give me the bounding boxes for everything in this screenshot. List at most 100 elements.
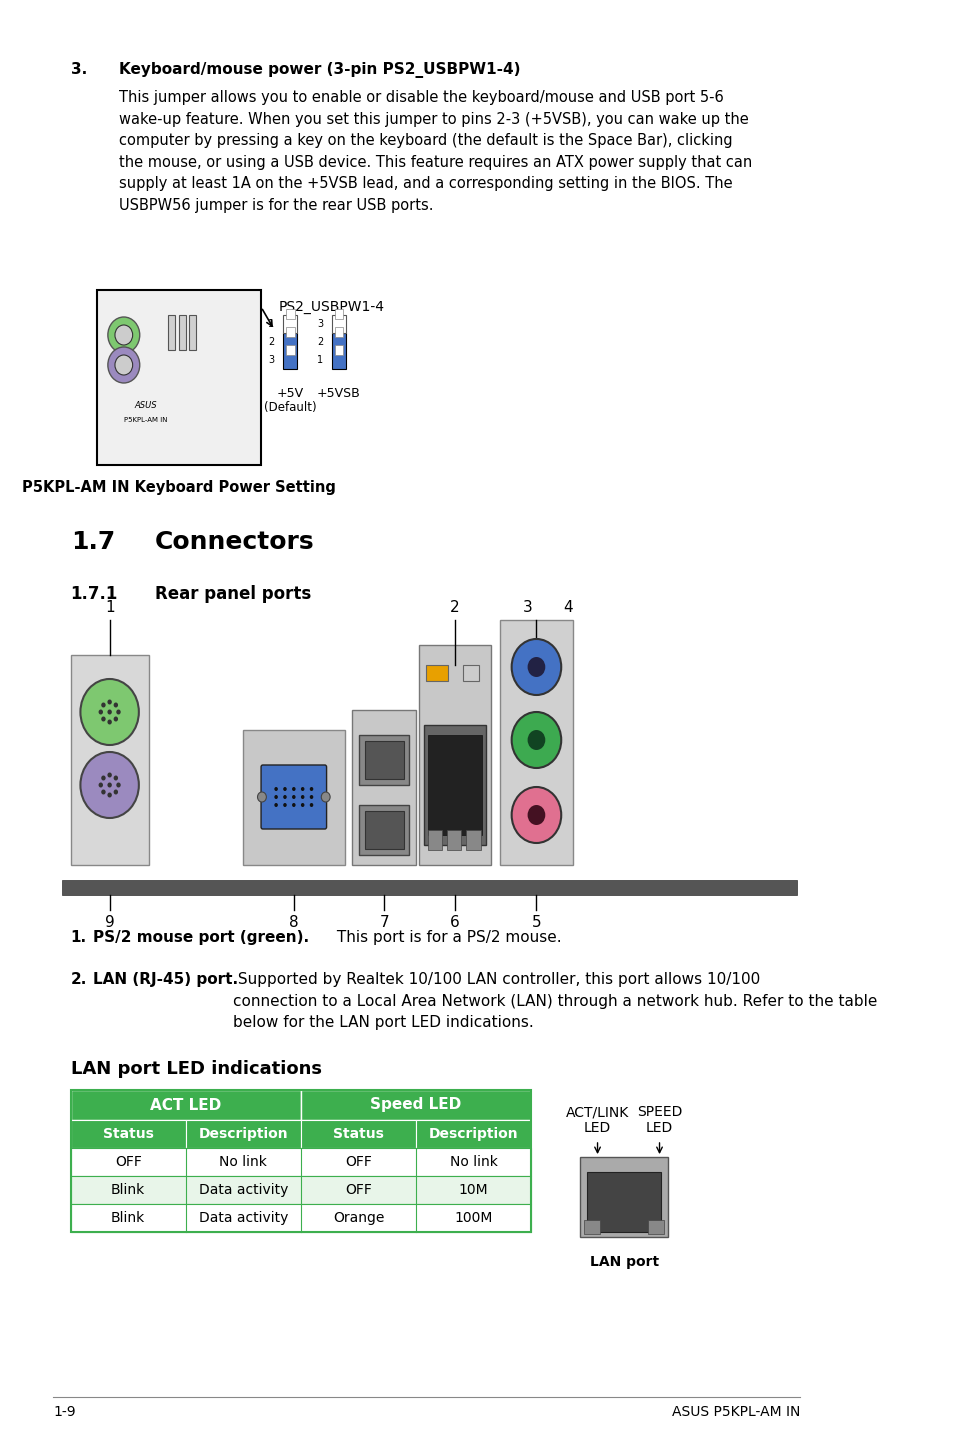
Bar <box>243 730 345 865</box>
Text: OFF: OFF <box>345 1156 372 1169</box>
Text: LAN (RJ-45) port.: LAN (RJ-45) port. <box>92 972 237 987</box>
Bar <box>586 1171 660 1232</box>
Text: 5: 5 <box>531 915 540 929</box>
Bar <box>71 654 149 865</box>
Text: LED: LED <box>645 1121 673 1136</box>
Text: PS2_USBPW1-4: PS2_USBPW1-4 <box>278 299 384 314</box>
Text: ASUS P5KPL-AM IN: ASUS P5KPL-AM IN <box>671 1405 800 1419</box>
Text: 1-9: 1-9 <box>53 1405 75 1419</box>
Text: OFF: OFF <box>345 1183 372 1197</box>
Text: 3: 3 <box>522 600 532 614</box>
Circle shape <box>108 782 112 788</box>
Circle shape <box>108 699 112 705</box>
Bar <box>332 315 346 334</box>
Text: (Default): (Default) <box>264 401 316 414</box>
Bar <box>71 1120 186 1148</box>
Text: PS/2 mouse port (green).: PS/2 mouse port (green). <box>92 929 309 945</box>
Text: Data activity: Data activity <box>198 1211 288 1224</box>
Text: This port is for a PS/2 mouse.: This port is for a PS/2 mouse. <box>332 929 561 945</box>
Circle shape <box>310 788 313 790</box>
Text: LAN port: LAN port <box>589 1254 658 1269</box>
Circle shape <box>113 789 118 795</box>
Circle shape <box>274 803 277 808</box>
Bar <box>286 326 294 337</box>
Text: 1: 1 <box>268 319 274 329</box>
Circle shape <box>101 789 106 795</box>
Text: OFF: OFF <box>114 1156 142 1169</box>
Text: P5KPL-AM IN Keyboard Power Setting: P5KPL-AM IN Keyboard Power Setting <box>22 480 335 495</box>
Text: 9: 9 <box>105 915 114 929</box>
Bar <box>499 620 572 865</box>
Text: ACT/LINK: ACT/LINK <box>565 1106 629 1118</box>
Bar <box>352 710 416 865</box>
Circle shape <box>274 795 277 799</box>
Circle shape <box>113 716 118 722</box>
Circle shape <box>283 795 287 799</box>
Circle shape <box>274 788 277 790</box>
Bar <box>427 735 482 835</box>
Circle shape <box>300 795 304 799</box>
Text: 1.: 1. <box>71 929 87 945</box>
Circle shape <box>321 792 330 802</box>
Text: Rear panel ports: Rear panel ports <box>154 586 311 603</box>
Circle shape <box>527 657 545 677</box>
Circle shape <box>108 347 139 382</box>
Circle shape <box>116 782 121 788</box>
Circle shape <box>527 805 545 825</box>
Bar <box>178 315 186 349</box>
Circle shape <box>108 709 112 715</box>
Bar <box>62 881 796 895</box>
Text: Speed LED: Speed LED <box>370 1097 461 1113</box>
Circle shape <box>116 709 121 715</box>
Text: 3: 3 <box>316 319 323 329</box>
Text: This jumper allows you to enable or disable the keyboard/mouse and USB port 5-6
: This jumper allows you to enable or disa… <box>119 90 752 213</box>
Text: Supported by Realtek 10/100 LAN controller, this port allows 10/100
connection t: Supported by Realtek 10/100 LAN controll… <box>233 972 876 1030</box>
Circle shape <box>300 788 304 790</box>
Bar <box>283 315 297 334</box>
Circle shape <box>80 679 139 745</box>
Text: 1: 1 <box>105 600 114 614</box>
Bar <box>97 291 261 465</box>
Bar <box>300 1090 531 1120</box>
Text: 1: 1 <box>316 355 323 365</box>
Bar <box>359 805 409 855</box>
Circle shape <box>98 709 103 715</box>
Text: Data activity: Data activity <box>198 1183 288 1197</box>
Bar <box>71 1090 531 1232</box>
Text: 2: 2 <box>450 600 459 614</box>
Bar <box>71 1090 300 1120</box>
Text: Status: Status <box>333 1127 383 1141</box>
Text: No link: No link <box>219 1156 267 1169</box>
Circle shape <box>310 803 313 808</box>
Bar <box>168 315 175 349</box>
Text: ASUS: ASUS <box>134 401 157 410</box>
Circle shape <box>257 792 266 802</box>
Text: 6: 6 <box>450 915 459 929</box>
Bar <box>425 664 447 682</box>
Circle shape <box>511 788 560 843</box>
Bar <box>462 664 478 682</box>
Text: 2.: 2. <box>71 972 87 987</box>
Circle shape <box>527 730 545 750</box>
Text: 10M: 10M <box>458 1183 488 1197</box>
Circle shape <box>108 719 112 725</box>
Text: +5VSB: +5VSB <box>316 387 360 400</box>
Text: Orange: Orange <box>333 1211 384 1224</box>
Circle shape <box>511 639 560 695</box>
Circle shape <box>98 782 103 788</box>
Circle shape <box>283 788 287 790</box>
Text: Blink: Blink <box>111 1211 145 1224</box>
Circle shape <box>101 716 106 722</box>
Bar <box>579 1157 668 1237</box>
Text: Blink: Blink <box>111 1183 145 1197</box>
Text: 100M: 100M <box>454 1211 493 1224</box>
Text: 8: 8 <box>289 915 298 929</box>
Circle shape <box>114 325 132 345</box>
Circle shape <box>283 803 287 808</box>
Circle shape <box>101 703 106 707</box>
Text: 1.7: 1.7 <box>71 530 114 554</box>
Bar <box>364 740 403 779</box>
Text: 3.: 3. <box>71 62 87 77</box>
Bar <box>364 811 403 849</box>
Text: Connectors: Connectors <box>154 530 314 554</box>
